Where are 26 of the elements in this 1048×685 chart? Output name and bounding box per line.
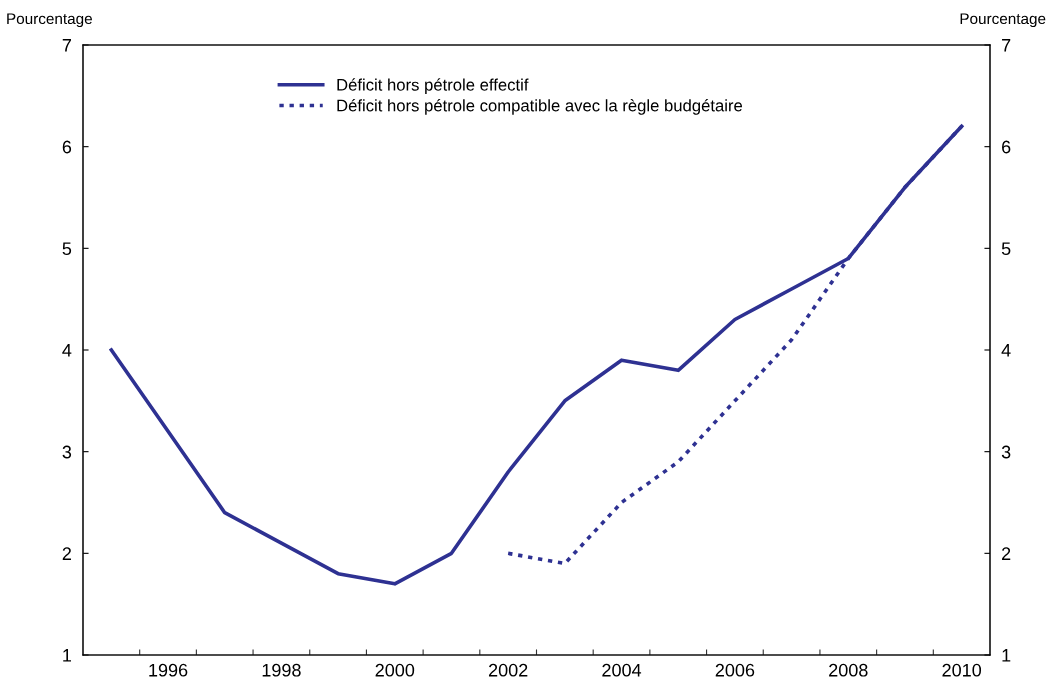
y2-tick-label: 4 xyxy=(1001,344,1011,357)
x-tick-label: 2004 xyxy=(602,663,642,677)
legend-label: Déficit hors pétrole compatible avec la règle budgétaire xyxy=(337,99,743,115)
y2-tick-label: 6 xyxy=(1002,140,1011,154)
x-tick-label: 2000 xyxy=(375,663,415,677)
y2-tick-label: 5 xyxy=(1001,242,1011,256)
y2-tick-label: 3 xyxy=(1001,445,1011,459)
y-tick-label: 7 xyxy=(62,39,71,52)
x-tick-label: 2008 xyxy=(829,663,868,677)
y-axis-title: Pourcentage xyxy=(7,13,92,28)
x-tick-label: 2010 xyxy=(942,663,982,677)
legend-label: Déficit hors pétrole effectif xyxy=(337,78,529,95)
y2-tick-label: 1 xyxy=(1002,649,1011,662)
x-tick-label: 2006 xyxy=(715,663,755,677)
y2-tick-label: 2 xyxy=(1002,547,1011,560)
x-tick-label: 1998 xyxy=(262,663,301,677)
y-tick-label: 6 xyxy=(62,140,72,154)
x-tick-label: 2002 xyxy=(488,663,528,677)
x-tick-label: 1996 xyxy=(149,663,188,677)
y-tick-label: 5 xyxy=(62,242,72,256)
y2-tick-label: 7 xyxy=(1002,39,1011,52)
y-tick-label: 2 xyxy=(62,547,71,560)
y-tick-label: 3 xyxy=(62,445,72,459)
y2-axis-title: Pourcentage xyxy=(960,13,1046,28)
y-tick-label: 1 xyxy=(63,649,72,662)
y-tick-label: 4 xyxy=(62,344,72,357)
